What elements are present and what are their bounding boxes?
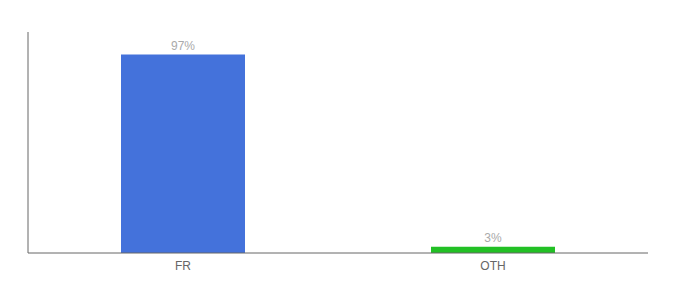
svg-text:FR: FR (175, 259, 191, 273)
svg-text:97%: 97% (171, 39, 195, 53)
svg-text:3%: 3% (484, 231, 502, 245)
svg-text:OTH: OTH (480, 259, 505, 273)
